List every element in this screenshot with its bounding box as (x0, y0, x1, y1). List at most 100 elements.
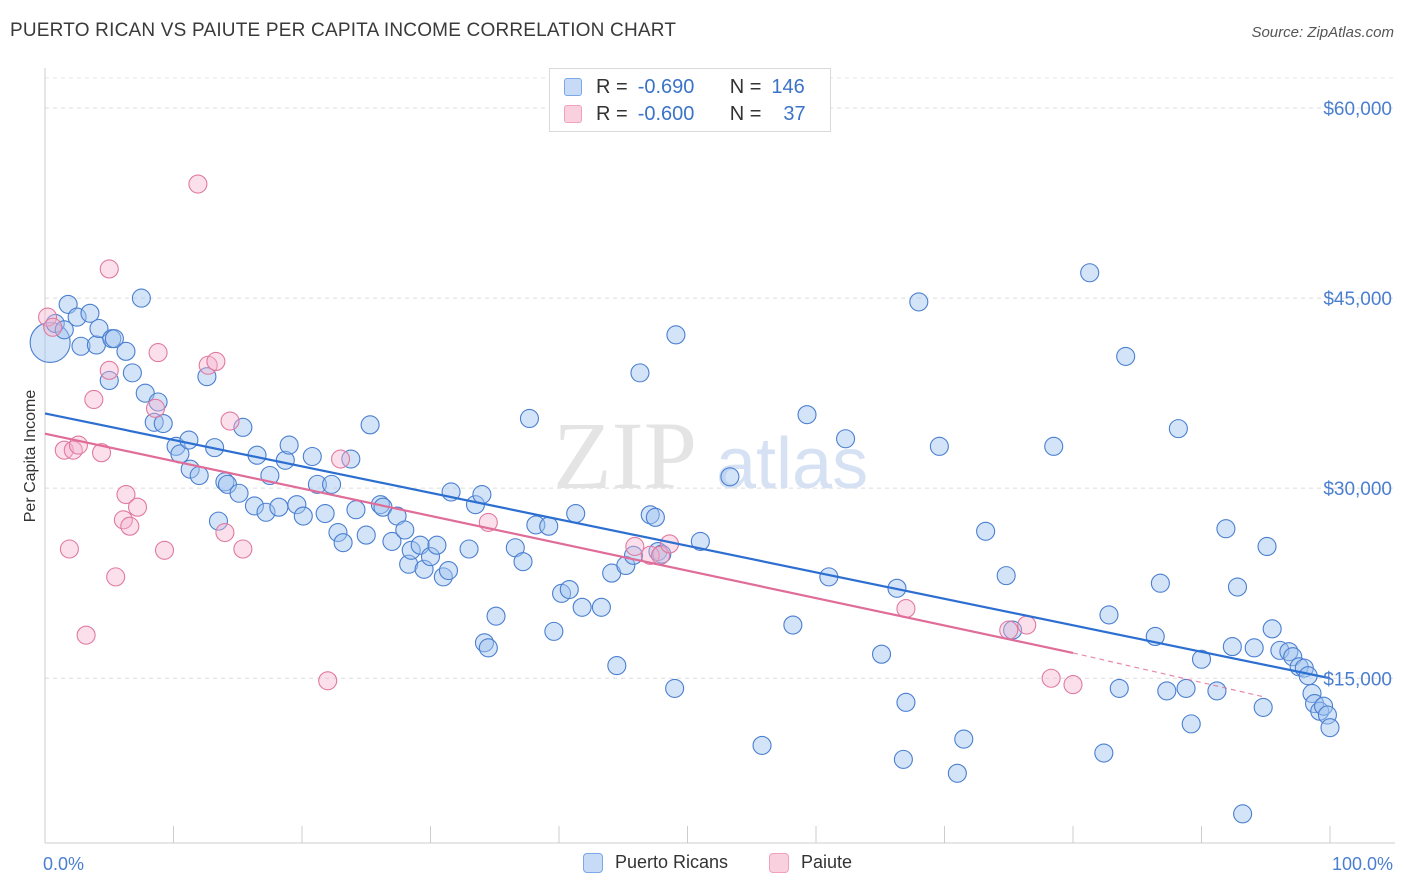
data-point (474, 633, 495, 653)
data-point (59, 539, 79, 559)
watermark-atlas: atlas (716, 424, 868, 504)
data-point (954, 729, 974, 749)
data-point (244, 496, 265, 516)
data-point (630, 363, 650, 383)
data-point (215, 522, 235, 543)
series-legend: Puerto Ricans Paiute (0, 852, 1406, 876)
data-point (1257, 536, 1277, 557)
data-point (1279, 642, 1299, 662)
trend-line-paiute (44, 432, 1074, 654)
data-point (322, 474, 342, 494)
legend-n-value: 37 (783, 102, 806, 125)
legend-r-label: R = (596, 102, 628, 125)
trend-line-puerto-ricans (44, 412, 1331, 680)
data-point (127, 497, 148, 517)
data-point (84, 389, 104, 410)
data-point (414, 559, 434, 579)
data-point (1207, 681, 1227, 701)
data-point (896, 692, 916, 712)
y-tick-label: $45,000 (1323, 289, 1392, 310)
data-point (566, 503, 586, 524)
data-point (395, 520, 415, 540)
data-point (539, 516, 559, 536)
data-point (256, 502, 276, 522)
data-point (220, 411, 240, 431)
data-point (486, 606, 506, 626)
data-point (1041, 668, 1061, 688)
legend-item-puerto-ricans[interactable]: Puerto Ricans (583, 852, 728, 873)
data-point (1253, 697, 1273, 717)
data-point (116, 484, 136, 505)
legend-label-puerto-ricans: Puerto Ricans (615, 852, 729, 872)
data-point (401, 540, 421, 560)
data-point (438, 560, 459, 581)
data-point (99, 370, 119, 391)
data-point (356, 525, 376, 545)
data-point (640, 505, 660, 525)
data-point (360, 415, 380, 435)
data-point (1099, 605, 1119, 625)
data-point (318, 671, 338, 691)
legend-r-value: -0.600 (637, 102, 695, 125)
data-point (665, 678, 685, 698)
data-point (67, 307, 87, 327)
y-axis-label: Per Capita Income (22, 390, 39, 523)
data-point (513, 552, 533, 572)
data-point (893, 749, 913, 769)
data-point (1017, 615, 1037, 635)
y-tick-label: $60,000 (1323, 99, 1392, 120)
data-point (333, 533, 353, 553)
source-label: Source: ZipAtlas.com (1251, 24, 1394, 41)
data-point (43, 317, 63, 337)
data-point (1320, 718, 1340, 738)
data-point (122, 363, 142, 383)
data-point (996, 566, 1016, 586)
data-point (99, 259, 119, 279)
data-point (478, 638, 498, 658)
watermark: ZIP atlas (553, 402, 868, 509)
data-point (315, 503, 335, 524)
data-point (666, 325, 686, 345)
trend-line-paiute-extension (1072, 652, 1266, 698)
data-point (99, 360, 119, 380)
legend-swatch-blue (583, 852, 603, 873)
data-point (189, 465, 209, 486)
data-point (330, 449, 351, 469)
data-point (328, 522, 348, 543)
data-point (269, 497, 289, 517)
data-point (625, 536, 645, 557)
data-point (307, 474, 327, 494)
data-point (947, 763, 967, 783)
data-point (836, 429, 856, 449)
legend-n-value: 146 (771, 75, 805, 98)
legend-item-paiute[interactable]: Paiute (769, 852, 852, 873)
legend-n-label: N = (729, 75, 762, 98)
grid-lines (45, 77, 1395, 679)
data-point (145, 398, 166, 418)
tick-labels: $15,000 $30,000 $45,000 $60,000 0.0% 100.0% (43, 99, 1393, 874)
data-point (640, 545, 660, 565)
legend-row-paiute: R = -0.600 N = 37 (564, 101, 806, 127)
data-point (607, 656, 627, 676)
data-point (433, 567, 453, 587)
data-point (1244, 638, 1264, 658)
data-point (420, 547, 441, 567)
data-point (71, 336, 91, 356)
series-puerto-ricans (29, 263, 1340, 824)
data-point (208, 511, 229, 531)
data-point (1080, 263, 1100, 283)
data-point (341, 449, 361, 469)
data-point (871, 644, 892, 664)
data-point (519, 408, 539, 429)
data-point (427, 535, 447, 555)
data-point (559, 580, 579, 600)
data-point (1168, 419, 1188, 439)
correlation-legend: R = -0.690 N = 146 R = -0.600 N = 37 (549, 68, 831, 132)
data-point (976, 521, 996, 541)
data-point (999, 620, 1019, 640)
data-point (120, 516, 140, 536)
watermark-zip: ZIP (553, 402, 697, 509)
data-point (1227, 577, 1248, 597)
data-point (287, 495, 307, 515)
